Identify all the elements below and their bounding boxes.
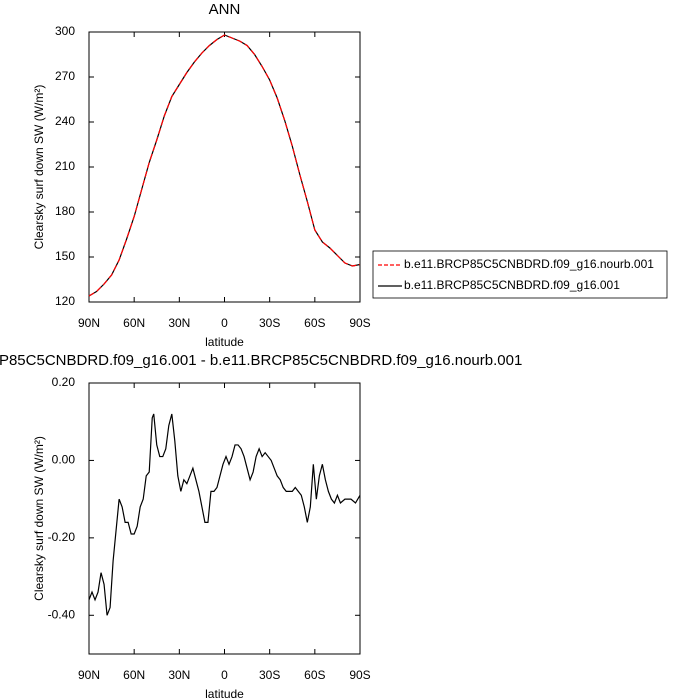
plot-frame bbox=[88, 382, 361, 655]
chart-title: b.e11.BRCP85C5CNBDRD.f09_g16.001 - b.e11… bbox=[0, 352, 522, 369]
x-tick-label: 90S bbox=[349, 668, 370, 682]
y-tick-label: 210 bbox=[55, 159, 75, 173]
x-tick-label: 30N bbox=[168, 316, 190, 330]
x-tick-label: 0 bbox=[221, 316, 228, 330]
x-tick-label: 60S bbox=[304, 316, 325, 330]
y-tick-label: 300 bbox=[55, 24, 75, 38]
x-tick-label: 60N bbox=[123, 316, 145, 330]
y-tick-label: 270 bbox=[55, 69, 75, 83]
y-tick-label: 240 bbox=[55, 114, 75, 128]
x-axis-label: latitude bbox=[205, 335, 244, 349]
y-tick-label: 0.00 bbox=[52, 453, 76, 467]
y-axis-label: Clearsky surf down SW (W/m²) bbox=[32, 436, 46, 601]
series-line bbox=[88, 34, 361, 297]
y-tick-label: -0.40 bbox=[48, 607, 76, 621]
x-tick-label: 90N bbox=[78, 668, 100, 682]
y-tick-label: 120 bbox=[55, 294, 75, 308]
y-tick-label: 180 bbox=[55, 204, 75, 218]
legend-label: b.e11.BRCP85C5CNBDRD.f09_g16.001 bbox=[404, 278, 620, 292]
y-axis-label: Clearsky surf down SW (W/m²) bbox=[32, 85, 46, 250]
legend-box bbox=[372, 250, 668, 299]
x-axis-label: latitude bbox=[205, 687, 244, 700]
legend-label: b.e11.BRCP85C5CNBDRD.f09_g16.nourb.001 bbox=[404, 257, 654, 271]
x-tick-label: 90N bbox=[78, 316, 100, 330]
series-line bbox=[88, 34, 361, 297]
chart-title: ANN bbox=[209, 1, 241, 18]
x-tick-label: 60S bbox=[304, 668, 325, 682]
y-tick-label: -0.20 bbox=[48, 530, 76, 544]
x-tick-label: 30S bbox=[259, 316, 280, 330]
x-tick-label: 0 bbox=[221, 668, 228, 682]
y-tick-label: 150 bbox=[55, 249, 75, 263]
x-tick-label: 30S bbox=[259, 668, 280, 682]
y-tick-label: 0.20 bbox=[52, 375, 76, 389]
x-tick-label: 60N bbox=[123, 668, 145, 682]
series-line bbox=[88, 413, 361, 616]
plot-frame bbox=[88, 31, 361, 303]
x-tick-label: 30N bbox=[168, 668, 190, 682]
x-tick-label: 90S bbox=[349, 316, 370, 330]
